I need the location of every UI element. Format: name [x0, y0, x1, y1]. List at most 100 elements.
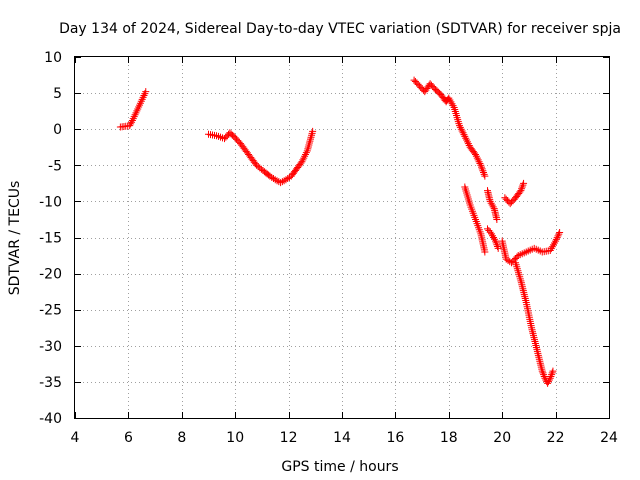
- data-point: [489, 232, 497, 240]
- x-tick-label: 22: [547, 430, 565, 446]
- y-tick-label: -15: [39, 231, 62, 247]
- data-point: [277, 179, 285, 187]
- data-point: [548, 369, 556, 377]
- data-point: [271, 176, 279, 184]
- data-point: [489, 203, 497, 211]
- data-point: [298, 158, 306, 166]
- y-tick-label: -5: [48, 158, 62, 174]
- data-point: [493, 215, 501, 223]
- data-point: [473, 154, 481, 162]
- x-tick-label: 12: [280, 430, 298, 446]
- data-point: [493, 241, 501, 249]
- data-point: [472, 150, 479, 158]
- data-point: [554, 232, 562, 240]
- y-tick-label: 5: [53, 86, 62, 102]
- data-point: [492, 239, 500, 247]
- y-tick-label: -10: [39, 194, 62, 210]
- data-point: [539, 369, 547, 377]
- plot-frame: [74, 56, 610, 419]
- data-point: [517, 187, 525, 195]
- chart-title: Day 134 of 2024, Sidereal Day-to-day VTE…: [59, 21, 621, 37]
- data-point: [464, 140, 472, 148]
- data-point: [502, 255, 510, 263]
- x-axis-label: GPS time / hours: [281, 459, 398, 475]
- y-tick-label: 10: [44, 50, 62, 66]
- data-point: [273, 177, 281, 185]
- data-point: [302, 149, 310, 157]
- data-points: [116, 76, 564, 387]
- data-point: [475, 158, 483, 166]
- data-point: [300, 154, 308, 162]
- data-point: [302, 150, 310, 158]
- data-point: [459, 129, 467, 137]
- data-point: [127, 120, 135, 128]
- data-point: [278, 178, 286, 186]
- data-point: [480, 170, 488, 178]
- data-point: [280, 177, 288, 185]
- data-point: [307, 133, 315, 141]
- data-point: [308, 129, 316, 137]
- data-point: [126, 122, 134, 130]
- data-point: [553, 234, 561, 242]
- data-point: [478, 163, 486, 171]
- data-point: [546, 374, 554, 382]
- data-point: [309, 127, 317, 135]
- data-point: [540, 371, 548, 379]
- data-point: [477, 161, 485, 169]
- data-point: [461, 132, 469, 140]
- data-point: [480, 169, 488, 177]
- data-point: [282, 176, 290, 184]
- data-point: [552, 237, 560, 245]
- x-tick-label: 10: [226, 430, 244, 446]
- data-point: [494, 243, 502, 251]
- data-point: [487, 199, 495, 207]
- y-tick-label: 0: [53, 122, 62, 138]
- data-point: [306, 135, 314, 143]
- data-point: [474, 156, 482, 164]
- data-point: [486, 197, 494, 205]
- data-point: [491, 235, 499, 243]
- data-point: [548, 371, 556, 379]
- data-point: [463, 136, 471, 144]
- y-tick-label: -25: [39, 303, 62, 319]
- data-point: [552, 235, 560, 243]
- data-point: [494, 244, 502, 252]
- data-point: [547, 372, 555, 380]
- data-point: [540, 372, 548, 380]
- data-point: [284, 175, 292, 183]
- x-tick-label: 16: [386, 430, 404, 446]
- data-point: [305, 139, 313, 147]
- data-point: [538, 367, 546, 375]
- data-point: [518, 185, 526, 193]
- x-axis: 4 6 8 10 12 14 16 18 20 22 24: [71, 57, 618, 446]
- x-tick-label: 14: [333, 430, 351, 446]
- y-tick-label: -30: [39, 339, 62, 355]
- data-point: [544, 378, 552, 386]
- data-point: [544, 379, 552, 387]
- x-tick-label: 18: [440, 430, 458, 446]
- data-point: [308, 131, 316, 139]
- data-point: [516, 188, 524, 196]
- data-point: [268, 173, 276, 181]
- data-point: [128, 118, 136, 126]
- data-point: [455, 122, 463, 130]
- data-point: [458, 127, 466, 135]
- data-point: [556, 228, 564, 236]
- y-tick-label: -40: [39, 411, 62, 427]
- data-point: [142, 88, 150, 96]
- y-tick-label: -35: [39, 375, 62, 391]
- data-point: [492, 237, 500, 245]
- data-point: [545, 376, 553, 384]
- y-axis: -40 -35 -30 -25 -20 -15 -10 -5 0 5 10: [39, 50, 609, 427]
- data-point: [462, 134, 470, 142]
- data-point: [478, 165, 486, 173]
- x-tick-label: 4: [71, 430, 80, 446]
- data-point: [479, 167, 487, 175]
- y-axis-label: SDTVAR / TECUs: [7, 181, 23, 296]
- data-point: [488, 201, 496, 209]
- data-point: [519, 181, 527, 189]
- data-point: [301, 152, 309, 160]
- data-point: [481, 248, 489, 256]
- data-point: [306, 137, 314, 145]
- y-tick-label: -20: [39, 267, 62, 283]
